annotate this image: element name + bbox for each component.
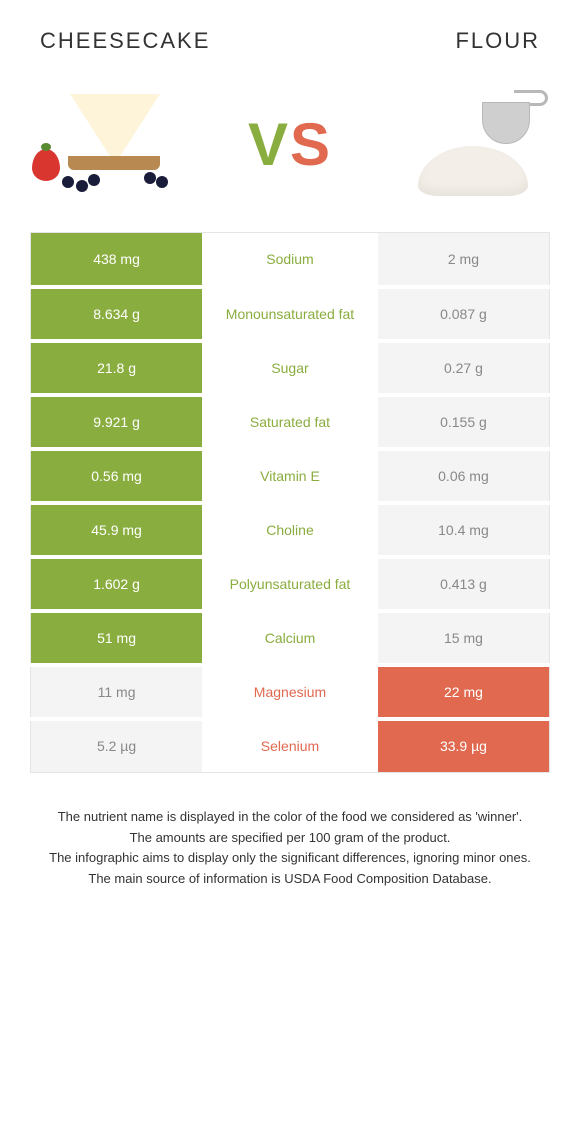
left-value-cell: 11 mg [31,665,203,719]
title-left: CHEESECAKE [40,28,210,54]
table-row: 21.8 gSugar0.27 g [31,341,550,395]
nutrient-cell: Sugar [202,341,378,395]
left-value-cell: 438 mg [31,233,203,287]
vs-label: VS [248,110,332,179]
header: CHEESECAKE FLOUR [0,0,580,54]
flour-image [400,84,550,204]
table-row: 5.2 µgSelenium33.9 µg [31,719,550,773]
nutrient-cell: Choline [202,503,378,557]
right-value-cell: 2 mg [378,233,550,287]
table-row: 51 mgCalcium15 mg [31,611,550,665]
footnotes: The nutrient name is displayed in the co… [40,807,540,888]
nutrient-cell: Selenium [202,719,378,773]
nutrient-cell: Magnesium [202,665,378,719]
right-value-cell: 0.087 g [378,287,550,341]
left-value-cell: 1.602 g [31,557,203,611]
table-row: 0.56 mgVitamin E0.06 mg [31,449,550,503]
right-value-cell: 0.413 g [378,557,550,611]
table-row: 9.921 gSaturated fat0.155 g [31,395,550,449]
left-value-cell: 51 mg [31,611,203,665]
right-value-cell: 15 mg [378,611,550,665]
left-value-cell: 0.56 mg [31,449,203,503]
table-row: 8.634 gMonounsaturated fat0.087 g [31,287,550,341]
comparison-table: 438 mgSodium2 mg8.634 gMonounsaturated f… [30,232,550,773]
images-row: VS [0,54,580,232]
right-value-cell: 0.27 g [378,341,550,395]
table-row: 11 mgMagnesium22 mg [31,665,550,719]
footnote-line: The nutrient name is displayed in the co… [40,807,540,827]
nutrient-cell: Saturated fat [202,395,378,449]
right-value-cell: 22 mg [378,665,550,719]
nutrient-cell: Polyunsaturated fat [202,557,378,611]
table-row: 45.9 mgCholine10.4 mg [31,503,550,557]
left-value-cell: 5.2 µg [31,719,203,773]
footnote-line: The main source of information is USDA F… [40,869,540,889]
right-value-cell: 33.9 µg [378,719,550,773]
nutrient-cell: Calcium [202,611,378,665]
nutrient-cell: Monounsaturated fat [202,287,378,341]
right-value-cell: 0.155 g [378,395,550,449]
nutrient-cell: Sodium [202,233,378,287]
left-value-cell: 45.9 mg [31,503,203,557]
table-row: 1.602 gPolyunsaturated fat0.413 g [31,557,550,611]
right-value-cell: 0.06 mg [378,449,550,503]
nutrient-cell: Vitamin E [202,449,378,503]
right-value-cell: 10.4 mg [378,503,550,557]
footnote-line: The infographic aims to display only the… [40,848,540,868]
cheesecake-image [30,84,180,204]
vs-v-letter: V [248,111,290,178]
vs-s-letter: S [290,111,332,178]
left-value-cell: 8.634 g [31,287,203,341]
left-value-cell: 9.921 g [31,395,203,449]
title-right: FLOUR [455,28,540,54]
left-value-cell: 21.8 g [31,341,203,395]
table-row: 438 mgSodium2 mg [31,233,550,287]
footnote-line: The amounts are specified per 100 gram o… [40,828,540,848]
